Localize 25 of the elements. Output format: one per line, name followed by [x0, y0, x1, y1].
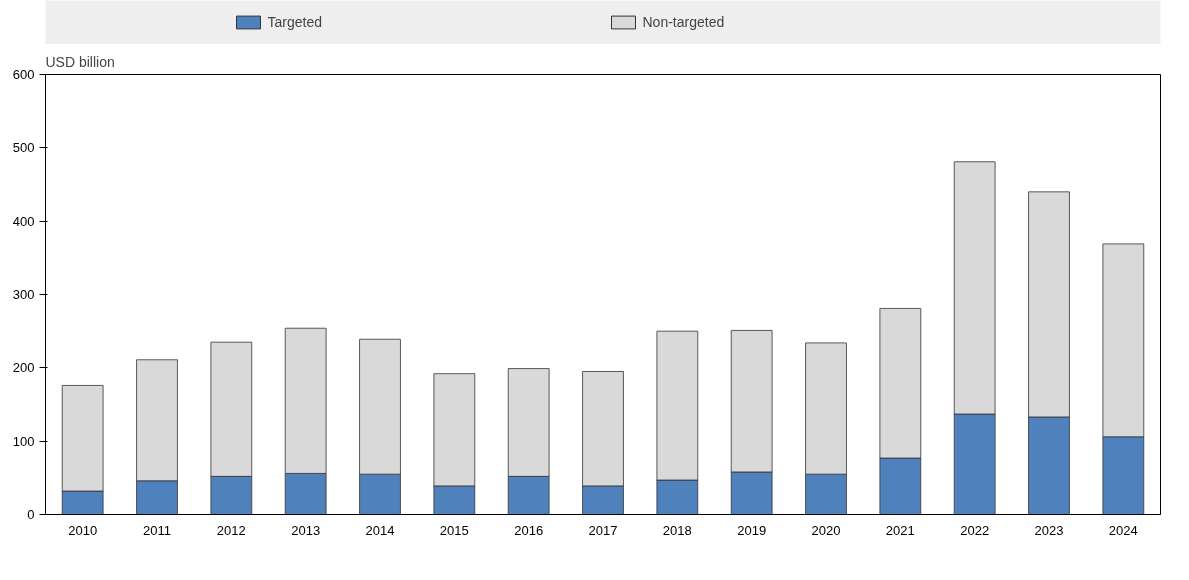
x-tick-label: 2018 — [662, 522, 692, 538]
x-tick-label: 2014 — [365, 522, 395, 538]
x-tick-label: 2016 — [514, 522, 544, 538]
x-tick-label: 2011 — [143, 522, 171, 538]
x-tick-label: 2021 — [885, 522, 915, 538]
x-tick-label: 2015 — [439, 522, 469, 538]
x-tick-label: 2022 — [960, 522, 990, 538]
x-tick-label: 2020 — [811, 522, 841, 538]
x-tick-label: 2017 — [588, 522, 618, 538]
x-tick-label: 2024 — [1108, 522, 1138, 538]
legend-label: Non-targeted — [642, 14, 726, 30]
y-tick-label: 400 — [12, 213, 35, 229]
y-tick-label: 500 — [12, 140, 35, 156]
legend-label: Targeted — [267, 14, 323, 30]
y-tick-label: 300 — [12, 287, 35, 302]
y-tick-label: 200 — [12, 360, 35, 376]
y-axis-title: USD billion — [45, 53, 115, 70]
x-tick-label: 2013 — [291, 522, 321, 538]
y-tick-label: 0 — [27, 507, 35, 522]
x-tick-label: 2023 — [1034, 522, 1064, 538]
y-tick-label: 100 — [12, 433, 35, 449]
x-tick-label: 2010 — [68, 522, 98, 538]
x-tick-label: 2012 — [216, 522, 246, 538]
x-tick-label: 2019 — [737, 522, 767, 538]
y-tick-label: 600 — [12, 67, 35, 82]
